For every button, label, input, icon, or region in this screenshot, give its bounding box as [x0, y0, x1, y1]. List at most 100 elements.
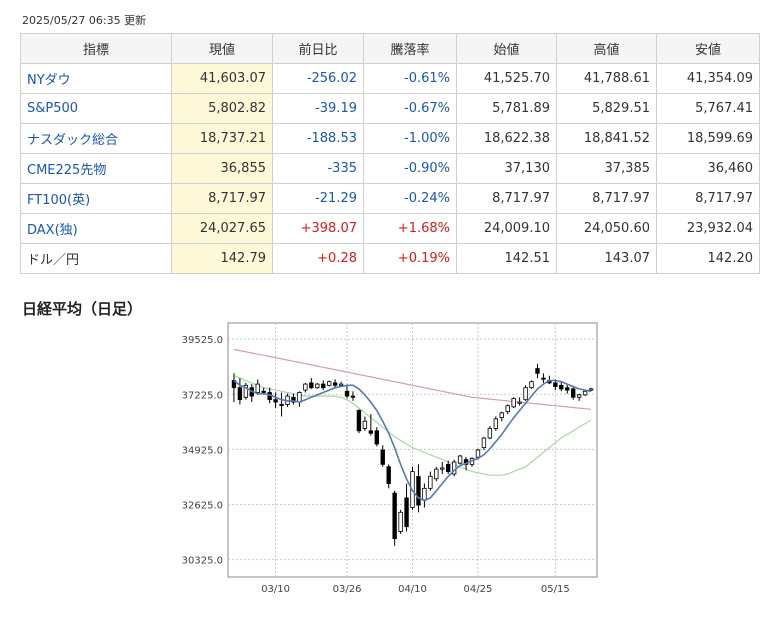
low-value: 41,354.09 — [656, 63, 760, 94]
nikkei-daily-chart: 39525.0 37225.0 34925.0 32625.0 30325.0 03/10… — [182, 322, 598, 595]
low-value: 18,599.69 — [656, 123, 760, 154]
current-value: 8,717.97 — [171, 183, 273, 214]
candle-body — [559, 384, 564, 390]
x-tick-label: 04/10 — [398, 584, 427, 595]
indicator-cell: NYダウ — [20, 63, 172, 94]
table-header-row: 指標 現値 前日比 騰落率 始値 高値 安値 — [20, 33, 760, 64]
indicator-cell: ナスダック総合 — [20, 123, 172, 154]
current-value: 5,802.82 — [171, 93, 273, 124]
candle-body — [243, 384, 249, 398]
y-tick-label: 30325.0 — [182, 556, 223, 567]
updated-timestamp: 2025/05/27 06:35 更新 — [22, 14, 147, 27]
table-row: ドル／円 142.79 +0.28 +0.19% 142.51 143.07 142.20 — [20, 243, 760, 274]
current-value: 18,737.21 — [171, 123, 273, 154]
open-value: 24,009.10 — [456, 213, 557, 244]
candle-body — [499, 412, 504, 419]
change-value: -39.19 — [272, 93, 364, 124]
open-value: 18,622.38 — [456, 123, 557, 154]
candle-body — [344, 390, 350, 397]
candle-body — [386, 466, 391, 484]
low-value: 8,717.97 — [656, 183, 760, 214]
candle-body — [541, 377, 546, 380]
candle-body — [428, 475, 433, 489]
candle-body — [517, 401, 522, 404]
current-value: 36,855 — [171, 153, 273, 184]
x-tick-label: 03/10 — [261, 584, 290, 595]
header-open: 始値 — [456, 33, 557, 64]
candle-body — [505, 405, 510, 413]
candle-body — [582, 390, 588, 396]
table-row: DAX(独) 24,027.65 +398.07 +1.68% 24,009.10 24,… — [20, 213, 760, 244]
candle-body — [356, 410, 362, 432]
indicator-cell: CME225先物 — [20, 153, 172, 184]
ma-short-line — [233, 379, 592, 502]
candle-body — [309, 382, 314, 389]
candle-body — [362, 420, 368, 429]
candle-body — [571, 388, 576, 398]
candle-body — [434, 468, 439, 480]
high-value: 24,050.60 — [556, 213, 657, 244]
indicator-cell: ドル／円 — [20, 243, 172, 274]
indicator-link[interactable]: CME225先物 — [27, 163, 107, 178]
indicator-link[interactable]: S&P500 — [27, 101, 79, 116]
candle-body — [493, 418, 499, 429]
candle-body — [273, 399, 278, 403]
change-pct-value: -1.00% — [363, 123, 457, 154]
header-high: 高値 — [556, 33, 657, 64]
change-pct-value: -0.24% — [363, 183, 457, 214]
candle-body — [291, 396, 296, 403]
candle-body — [392, 492, 397, 540]
candle-body — [231, 380, 237, 389]
table-row: FT100(英) 8,717.97 -21.29 -0.24% 8,717.97 8,71… — [20, 183, 760, 214]
indicator-link[interactable]: DAX(独) — [27, 223, 78, 238]
y-tick-label: 37225.0 — [182, 390, 223, 401]
indicator-cell: S&P500 — [20, 93, 172, 124]
candle-body — [487, 428, 493, 439]
candle-body — [237, 387, 243, 401]
open-value: 5,781.89 — [456, 93, 557, 124]
market-indices-table: 指標 現値 前日比 騰落率 始値 高値 安値 NYダウ 41,603.07 -256… — [20, 33, 760, 274]
header-change: 前日比 — [272, 33, 364, 64]
ma-long-line — [233, 348, 592, 410]
change-value: +0.28 — [272, 243, 364, 274]
candle-body — [529, 381, 534, 389]
candle-body — [481, 437, 487, 449]
change-value: +398.07 — [272, 213, 364, 244]
high-value: 143.07 — [556, 243, 657, 274]
plot-area — [227, 322, 598, 578]
x-tick-label: 05/15 — [541, 584, 570, 595]
candle-body — [326, 381, 332, 386]
change-pct-value: -0.90% — [363, 153, 457, 184]
change-pct-value: +0.19% — [363, 243, 457, 274]
candle-body — [261, 390, 266, 393]
current-value: 41,603.07 — [171, 63, 273, 94]
candle-body — [332, 382, 338, 386]
indicator-link[interactable]: ナスダック総合 — [27, 133, 119, 148]
candle-body — [576, 394, 582, 398]
x-tick-label: 03/26 — [333, 584, 362, 595]
indicator-link[interactable]: NYダウ — [27, 73, 71, 88]
candle-body — [553, 382, 558, 387]
change-value: -335 — [272, 153, 364, 184]
candle-body — [475, 449, 481, 458]
candle-body — [374, 430, 379, 445]
high-value: 18,841.52 — [556, 123, 657, 154]
current-value: 142.79 — [171, 243, 273, 274]
y-tick-label: 32625.0 — [182, 501, 223, 512]
candle-body — [422, 487, 427, 501]
table-row: S&P500 5,802.82 -39.19 -0.67% 5,781.89 5,829.… — [20, 93, 760, 124]
candle-body — [380, 449, 385, 465]
candle-body — [404, 497, 409, 528]
candle-body — [446, 463, 451, 472]
candle-body — [338, 383, 344, 386]
high-value: 37,385 — [556, 153, 657, 184]
high-value: 5,829.51 — [556, 93, 657, 124]
indicator-cell: DAX(独) — [20, 213, 172, 244]
high-value: 8,717.97 — [556, 183, 657, 214]
table-row: CME225先物 36,855 -335 -0.90% 37,130 37,385 36,4… — [20, 153, 760, 184]
indicator-link[interactable]: FT100(英) — [27, 193, 91, 208]
y-tick-label: 39525.0 — [182, 335, 223, 346]
y-tick-label: 34925.0 — [182, 445, 223, 456]
open-value: 41,525.70 — [456, 63, 557, 94]
header-indicator: 指標 — [20, 33, 172, 64]
